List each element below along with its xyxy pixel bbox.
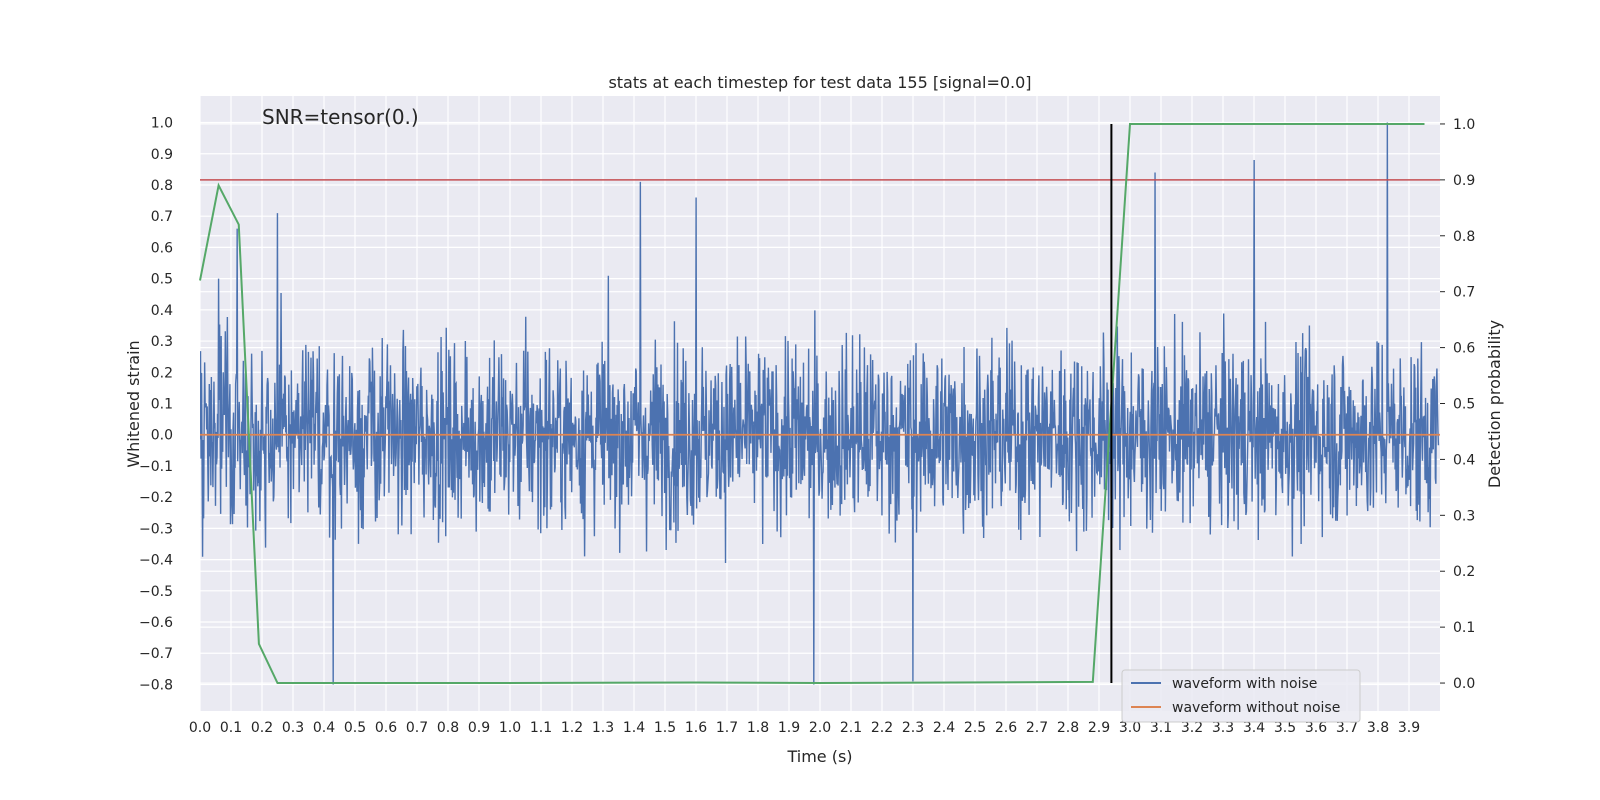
y-axis-label: Whitened strain: [124, 340, 143, 467]
x-tick-label: 0.0: [189, 720, 211, 736]
y-tick-label: 0.4: [151, 303, 173, 319]
x-tick-label: 2.0: [809, 720, 831, 736]
x-tick-label: 1.7: [716, 720, 738, 736]
x-tick-label: 2.1: [840, 720, 862, 736]
x-tick-label: 0.7: [406, 720, 428, 736]
y-tick-label: −0.2: [139, 490, 173, 506]
x-tick-label: 1.1: [530, 720, 552, 736]
x-tick-label: 3.2: [1181, 720, 1203, 736]
series-detection-probability: [199, 122, 1425, 685]
x-tick-label: 3.8: [1367, 720, 1389, 736]
x-tick-label: 0.3: [282, 720, 304, 736]
x-tick-label: 0.5: [344, 720, 366, 736]
y-tick-label: −0.3: [139, 521, 173, 537]
y-tick-label: −0.1: [139, 459, 173, 475]
y2-tick-label: 0.8: [1453, 229, 1475, 245]
y-tick-label: 0.7: [151, 209, 173, 225]
x-tick-label: 0.8: [437, 720, 459, 736]
x-tick-label: 0.4: [313, 720, 335, 736]
x-tick-label: 2.9: [1088, 720, 1110, 736]
legend-box: [1121, 669, 1361, 723]
y2-tick-label: 0.6: [1453, 341, 1475, 357]
x-tick-label: 1.6: [685, 720, 707, 736]
y2-tick-label: 0.4: [1453, 452, 1475, 468]
y2-tick-label: 0.7: [1453, 285, 1475, 301]
x-tick-label: 0.9: [468, 720, 490, 736]
x-tick-label: 1.9: [778, 720, 800, 736]
legend-label-noise: waveform with noise: [1172, 676, 1317, 692]
x-tick-label: 3.5: [1274, 720, 1296, 736]
x-tick-label: 1.3: [592, 720, 614, 736]
y-tick-label: 0.8: [151, 178, 173, 194]
snr-annotation: SNR=tensor(0.): [262, 105, 419, 129]
x-tick-label: 1.2: [561, 720, 583, 736]
x-tick-label: 2.3: [902, 720, 924, 736]
x-tick-label: 3.6: [1305, 720, 1327, 736]
axes-text: 0.0 0.1 0.2 0.3 0.4 0.5 0.6 0.7 0.8 0.9 1.0 1.1 1.2 1…: [139, 116, 1475, 736]
y2-tick-label: 0.9: [1453, 173, 1475, 189]
y-tick-label: −0.5: [139, 584, 173, 600]
x-axis-label: Time (s): [786, 747, 852, 766]
x-tick-label: 1.8: [747, 720, 769, 736]
legend-label-clean: waveform without noise: [1172, 700, 1340, 716]
x-tick-label: 3.3: [1212, 720, 1234, 736]
x-tick-label: 2.7: [1026, 720, 1048, 736]
x-tick-label: 0.1: [220, 720, 242, 736]
x-tick-label: 0.6: [375, 720, 397, 736]
series-waveform-with-noise: [200, 122, 1440, 685]
y-tick-label: 0.2: [151, 365, 173, 381]
x-tick-label: 3.9: [1398, 720, 1420, 736]
x-tick-label: 2.5: [964, 720, 986, 736]
y2-tick-label: 0.0: [1453, 676, 1475, 692]
series-layer: [200, 122, 1440, 685]
x-tick-label: 1.0: [499, 720, 521, 736]
y-tick-label: 0.1: [151, 397, 173, 413]
x-tick-label: 2.4: [933, 720, 955, 736]
y-tick-label: 0.6: [151, 240, 173, 256]
x-tick-label: 3.0: [1119, 720, 1141, 736]
y-tick-label: −0.8: [139, 677, 173, 693]
x-tick-label: 1.4: [623, 720, 645, 736]
y-tick-label: −0.6: [139, 615, 173, 631]
y-tick-label: 0.0: [151, 428, 173, 444]
y-tick-label: 0.5: [151, 272, 173, 288]
y2-tick-label: 0.1: [1453, 620, 1475, 636]
y2-tick-label: 0.2: [1453, 564, 1475, 580]
x-tick-label: 3.4: [1243, 720, 1265, 736]
legend: waveform with noise waveform without noi…: [1121, 669, 1361, 723]
y2-tick-label: 1.0: [1453, 117, 1475, 133]
y2-tick-label: 0.3: [1453, 508, 1475, 524]
x-tick-label: 0.2: [251, 720, 273, 736]
y2-tick-label: 0.5: [1453, 397, 1475, 413]
x-tick-label: 3.1: [1150, 720, 1172, 736]
chart-title: stats at each timestep for test data 155…: [608, 73, 1031, 92]
y2-axis-label: Detection probability: [1485, 320, 1504, 488]
overlay-layer: [199, 122, 1440, 685]
x-tick-label: 2.2: [871, 720, 893, 736]
x-tick-label: 2.6: [995, 720, 1017, 736]
y-tick-label: 1.0: [151, 116, 173, 132]
y-tick-label: −0.4: [139, 553, 173, 569]
x-tick-label: 3.7: [1336, 720, 1358, 736]
x-tick-label: 2.8: [1057, 720, 1079, 736]
x-tick-label: 1.5: [654, 720, 676, 736]
y-tick-label: 0.3: [151, 334, 173, 350]
y-tick-label: −0.7: [139, 646, 173, 662]
y-tick-label: 0.9: [151, 147, 173, 163]
